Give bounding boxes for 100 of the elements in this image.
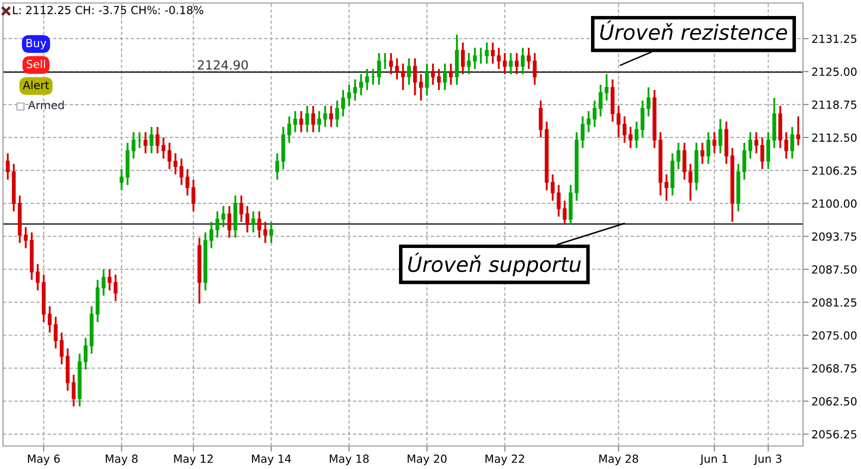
- candlestick: [120, 168, 124, 192]
- candlestick: [329, 104, 334, 128]
- candlestick: [156, 126, 160, 154]
- annotation: Armed: [28, 100, 64, 110]
- candlestick: [150, 126, 154, 154]
- candlestick: [748, 131, 752, 160]
- candlestick: [622, 115, 626, 144]
- candlestick: [48, 305, 52, 334]
- candlestick: [490, 42, 495, 65]
- candlestick: [634, 120, 638, 149]
- candlestick: [54, 316, 58, 350]
- candlestick: [299, 110, 304, 134]
- candlestick: [389, 52, 393, 76]
- candlestick: [257, 210, 262, 239]
- x-tick-label: May 14: [252, 454, 291, 466]
- candlestick: [144, 131, 148, 154]
- candlestick: [186, 168, 190, 196]
- candlestick: [317, 110, 322, 134]
- candlestick: [227, 205, 232, 239]
- candlestick: [550, 173, 555, 202]
- candlestick: [790, 126, 794, 160]
- x-tick-label: May 18: [330, 454, 369, 466]
- candlestick: [448, 62, 453, 86]
- candlestick: [700, 142, 704, 165]
- x-tick-label: May 20: [408, 454, 447, 466]
- candlestick: [168, 142, 172, 170]
- candlestick: [520, 46, 525, 76]
- x-tick-label: May 8: [106, 454, 138, 466]
- x-tick-label: May 12: [174, 454, 213, 466]
- candlestick: [413, 57, 417, 96]
- x-tick-label: May 6: [28, 454, 60, 466]
- candlestick: [425, 62, 429, 96]
- candlestick: [263, 220, 268, 244]
- y-tick-label: 2062.50: [812, 397, 857, 406]
- candlestick: [293, 110, 298, 134]
- candlestick: [592, 100, 597, 128]
- candlestick: [640, 100, 644, 138]
- candlestick: [532, 52, 537, 86]
- candlestick: [60, 332, 64, 366]
- candlestick: [401, 62, 405, 91]
- candlestick: [251, 210, 256, 234]
- y-tick-label: 2100.00: [812, 199, 857, 208]
- annotation: Úroveň supportu: [408, 252, 581, 276]
- x-tick-label: Jun 3: [754, 454, 782, 465]
- candlestick: [443, 62, 447, 91]
- annotation: Úroveň rezistence: [600, 20, 788, 40]
- candlestick: [407, 57, 411, 86]
- candlestick: [586, 110, 591, 134]
- candlestick: [784, 131, 788, 160]
- annotation: Sell: [26, 60, 45, 68]
- y-tick-label: 2125.00: [812, 68, 857, 76]
- candlestick: [688, 162, 692, 202]
- candlestick: [180, 158, 184, 186]
- candlestick: [460, 42, 465, 76]
- candlestick: [712, 131, 716, 154]
- x-tick-label: Jun 1: [700, 454, 728, 465]
- annotation: L: 2112.25 CH: -3.75 CH%: -0.18%: [13, 6, 204, 14]
- candlestick: [496, 46, 501, 70]
- candlestick: [209, 220, 214, 250]
- candlestick: [335, 100, 340, 128]
- y-tick-label: 2075.00: [812, 331, 857, 340]
- x-tick-label: May 22: [486, 454, 524, 466]
- candlestick: [556, 184, 561, 218]
- candlestick: [508, 52, 513, 76]
- candlestick: [646, 86, 650, 118]
- candlestick: [114, 274, 118, 302]
- y-tick-label: 2112.50: [812, 133, 857, 142]
- annotation: Alert: [22, 80, 49, 90]
- candlestick: [580, 115, 585, 149]
- candlestick: [395, 57, 399, 80]
- candlestick: [6, 152, 10, 181]
- candlestick: [239, 194, 244, 223]
- ref-line-label: 2124.90: [198, 60, 248, 70]
- candlestick: [718, 118, 722, 154]
- candlestick: [215, 210, 220, 239]
- candlestick: [245, 205, 250, 234]
- candlestick: [706, 131, 710, 165]
- candlestick: [598, 84, 603, 118]
- annotation: Buy: [26, 38, 46, 50]
- x-tick-label: May 28: [599, 454, 638, 466]
- candlestick: [514, 52, 519, 76]
- candlestick: [538, 100, 543, 138]
- y-tick-label: 2093.75: [812, 232, 856, 241]
- y-tick-label: 2068.75: [812, 364, 856, 373]
- candlestick: [132, 131, 136, 160]
- candlestick: [359, 73, 363, 96]
- candlestick: [377, 52, 381, 86]
- candlestick: [562, 200, 567, 226]
- candlestick: [311, 104, 316, 134]
- candlestick: [604, 73, 609, 102]
- candlestick: [484, 42, 489, 65]
- candlestick: [616, 104, 620, 138]
- candlestick: [347, 84, 352, 107]
- candlestick: [84, 336, 88, 370]
- candlestick: [742, 142, 746, 181]
- candlestick: [760, 136, 764, 170]
- candlestick: [323, 104, 328, 128]
- y-tick-label: 2087.50: [812, 265, 857, 274]
- candlestick: [682, 142, 686, 181]
- candlestick: [341, 89, 346, 118]
